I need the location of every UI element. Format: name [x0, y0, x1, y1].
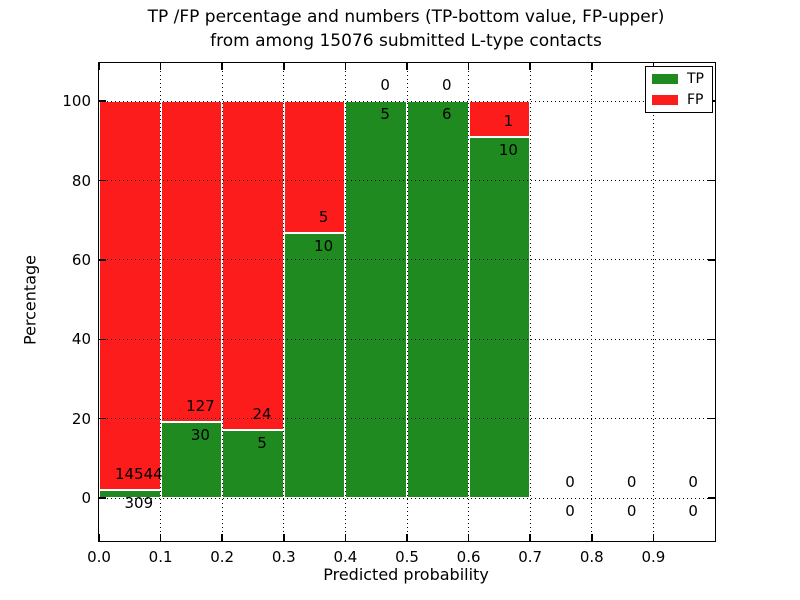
fp-count-label-bin9: 0 — [688, 473, 698, 492]
chart-title: TP /FP percentage and numbers (TP-bottom… — [98, 5, 714, 53]
x-tick-top-0.0 — [98, 63, 100, 70]
v-gridline-0.4 — [344, 63, 346, 541]
x-tick-label-0.7: 0.7 — [518, 548, 543, 566]
y-tick-label-80: 80 — [71, 171, 91, 190]
fp-count-label-bin4: 0 — [380, 76, 390, 95]
bar-fp-bin3 — [283, 101, 346, 234]
y-tick-left-60 — [99, 259, 106, 261]
bar-fp-bin0 — [99, 101, 161, 490]
v-gridline-0.3 — [283, 63, 285, 541]
plot-area: 14544 309 127 30 24 5 5 10 0 5 0 6 1 10 0 0 0 0 0 0 0.0 0.1 0.… — [62, 62, 716, 566]
x-tick-bottom-0.4 — [344, 534, 347, 541]
x-tick-label-0.6: 0.6 — [456, 548, 481, 566]
x-tick-bottom-0.9 — [652, 534, 655, 541]
y-tick-label-60: 60 — [71, 250, 91, 269]
x-tick-top-0.5 — [406, 63, 408, 70]
fp-count-label-bin0: 14544 — [114, 464, 163, 483]
bar-fp-bin1 — [160, 101, 223, 423]
bar-fp-bin2 — [222, 101, 284, 430]
v-gridline-0.8 — [591, 63, 593, 541]
fp-count-label-bin2: 24 — [252, 404, 272, 423]
x-tick-bottom-0.7 — [529, 534, 531, 541]
legend: TP FP — [645, 66, 713, 113]
x-tick-bottom-0.1 — [159, 534, 162, 541]
v-gridline-0.5 — [406, 63, 408, 541]
fp-count-label-bin6: 1 — [503, 112, 514, 131]
chart-title-line1: TP /FP percentage and numbers (TP-bottom… — [147, 7, 665, 27]
y-tick-label-40: 40 — [71, 330, 91, 349]
v-gridline-0.2 — [221, 63, 223, 541]
x-tick-bottom-0.8 — [591, 534, 593, 541]
y-tick-label-100: 100 — [62, 92, 91, 111]
tp-count-label-bin6: 10 — [498, 141, 518, 160]
y-tick-left-20 — [99, 417, 106, 420]
bar-tp-bin6 — [468, 137, 531, 499]
bar-tp-bin5 — [407, 101, 469, 499]
x-tick-top-0.3 — [283, 63, 285, 70]
x-tick-bottom-0.5 — [406, 534, 408, 541]
x-tick-top-0.1 — [159, 63, 162, 70]
x-tick-bottom-0.2 — [221, 534, 223, 541]
y-tick-left-100 — [99, 100, 106, 102]
chart-title-line2: from among 15076 submitted L-type contac… — [210, 31, 602, 51]
legend-entry-fp: FP — [652, 91, 706, 109]
v-gridline-0.6 — [468, 63, 470, 541]
tp-count-label-bin3: 10 — [314, 237, 334, 256]
v-gridline-0.7 — [529, 63, 531, 541]
y-tick-label-20: 20 — [71, 409, 91, 428]
legend-swatch-tp-icon — [652, 74, 678, 84]
y-tick-right-20 — [708, 417, 715, 420]
x-tick-top-0.6 — [467, 63, 470, 70]
y-tick-label-0: 0 — [81, 489, 91, 508]
x-tick-label-0.2: 0.2 — [210, 548, 235, 566]
tp-count-label-bin5: 6 — [442, 105, 452, 124]
tp-count-label-bin1: 30 — [190, 426, 210, 445]
x-axis-label: Predicted probability — [323, 565, 489, 584]
x-tick-top-0.8 — [591, 63, 593, 70]
legend-label-fp: FP — [687, 92, 704, 108]
y-tick-right-80 — [708, 179, 715, 182]
y-tick-left-0 — [99, 497, 106, 499]
tp-count-label-bin7: 0 — [565, 502, 575, 521]
fp-count-label-bin3: 5 — [318, 208, 329, 227]
fp-count-label-bin7: 0 — [565, 473, 575, 492]
y-tick-right-40 — [708, 338, 715, 341]
x-tick-label-0.3: 0.3 — [271, 548, 296, 566]
tp-count-label-bin4: 5 — [380, 105, 390, 124]
x-tick-bottom-0.3 — [283, 534, 285, 541]
fp-count-label-bin1: 127 — [186, 397, 215, 416]
x-tick-bottom-0.6 — [467, 534, 470, 541]
y-axis-label: Percentage — [20, 254, 40, 346]
y-tick-left-80 — [99, 179, 106, 182]
tp-count-label-bin0: 309 — [124, 493, 154, 512]
tp-count-label-bin8: 0 — [626, 502, 637, 521]
v-gridline-0.1 — [160, 63, 162, 541]
legend-swatch-fp-icon — [652, 95, 678, 105]
x-tick-label-0.0: 0.0 — [87, 548, 111, 566]
y-tick-right-60 — [708, 259, 715, 261]
fp-count-label-bin8: 0 — [626, 473, 637, 492]
v-gridline-0.9 — [652, 63, 654, 541]
y-tick-right-0 — [708, 497, 715, 499]
x-tick-label-0.8: 0.8 — [579, 548, 604, 566]
fp-count-label-bin5: 0 — [442, 76, 452, 95]
y-tick-left-40 — [99, 338, 106, 341]
x-tick-label-0.5: 0.5 — [395, 548, 419, 566]
x-tick-label-0.4: 0.4 — [333, 548, 358, 566]
x-tick-top-0.4 — [344, 63, 347, 70]
x-tick-label-0.9: 0.9 — [641, 548, 666, 566]
bar-tp-bin3 — [283, 233, 346, 499]
x-tick-top-0.2 — [221, 63, 223, 70]
x-tick-label-0.1: 0.1 — [148, 548, 173, 566]
tp-count-label-bin2: 5 — [257, 433, 267, 452]
tp-count-label-bin9: 0 — [688, 502, 698, 521]
x-tick-top-0.7 — [529, 63, 531, 70]
bar-tp-bin4 — [345, 101, 407, 499]
legend-label-tp: TP — [687, 71, 704, 87]
x-tick-bottom-0.0 — [98, 534, 100, 541]
legend-entry-tp: TP — [652, 70, 706, 88]
